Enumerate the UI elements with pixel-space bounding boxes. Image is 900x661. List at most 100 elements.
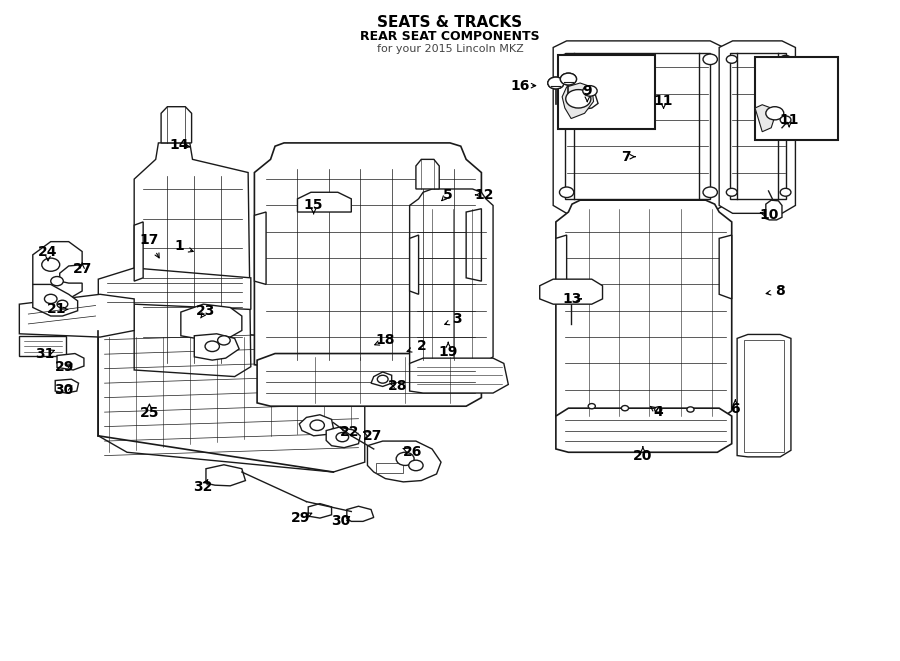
Circle shape — [548, 77, 564, 89]
Text: 22: 22 — [340, 425, 359, 439]
Polygon shape — [255, 212, 266, 284]
Bar — [19, 336, 66, 356]
Polygon shape — [562, 83, 594, 118]
Circle shape — [780, 56, 791, 63]
Text: SEATS & TRACKS: SEATS & TRACKS — [377, 15, 523, 30]
Polygon shape — [766, 200, 782, 220]
Circle shape — [566, 90, 591, 108]
Polygon shape — [556, 235, 567, 299]
Text: 18: 18 — [375, 333, 395, 348]
Circle shape — [336, 432, 348, 442]
Circle shape — [205, 341, 220, 352]
Circle shape — [409, 460, 423, 471]
Circle shape — [310, 420, 324, 430]
Polygon shape — [32, 242, 82, 299]
Text: 30: 30 — [331, 514, 350, 528]
Text: 10: 10 — [760, 208, 779, 221]
Polygon shape — [556, 408, 732, 452]
Text: 25: 25 — [140, 407, 159, 420]
Text: 12: 12 — [474, 188, 494, 202]
Text: 14: 14 — [169, 138, 189, 152]
Circle shape — [50, 276, 63, 286]
Polygon shape — [326, 427, 360, 447]
Text: 19: 19 — [438, 344, 458, 358]
Circle shape — [583, 86, 597, 96]
Circle shape — [589, 404, 596, 408]
Circle shape — [560, 54, 574, 65]
Text: 29: 29 — [292, 511, 310, 525]
Circle shape — [687, 407, 694, 412]
Text: 2: 2 — [417, 339, 427, 353]
Polygon shape — [98, 324, 364, 472]
Polygon shape — [367, 441, 441, 482]
Polygon shape — [255, 143, 482, 367]
Text: for your 2015 Lincoln MKZ: for your 2015 Lincoln MKZ — [376, 44, 524, 54]
Text: 3: 3 — [453, 312, 462, 327]
Text: 8: 8 — [775, 284, 785, 298]
Polygon shape — [134, 222, 143, 281]
Polygon shape — [257, 354, 482, 407]
Polygon shape — [410, 189, 493, 367]
Text: 1: 1 — [175, 239, 184, 253]
Text: 7: 7 — [621, 150, 631, 164]
Circle shape — [780, 188, 791, 196]
Polygon shape — [181, 304, 242, 340]
Circle shape — [218, 336, 230, 345]
Circle shape — [726, 56, 737, 63]
Circle shape — [548, 77, 564, 89]
Text: 31: 31 — [35, 347, 54, 361]
Text: 26: 26 — [402, 446, 422, 459]
Polygon shape — [346, 506, 374, 522]
Bar — [755, 58, 838, 139]
Text: 30: 30 — [55, 383, 74, 397]
Circle shape — [703, 54, 717, 65]
Polygon shape — [719, 235, 732, 299]
Circle shape — [560, 187, 574, 198]
Polygon shape — [556, 200, 732, 421]
Bar — [744, 340, 784, 451]
Circle shape — [561, 73, 577, 85]
Polygon shape — [194, 334, 239, 360]
Circle shape — [561, 73, 577, 85]
Polygon shape — [730, 53, 787, 199]
Text: 20: 20 — [634, 449, 652, 463]
Polygon shape — [206, 465, 246, 486]
Text: 32: 32 — [194, 480, 213, 494]
Polygon shape — [719, 41, 796, 214]
Text: 23: 23 — [196, 304, 216, 318]
Polygon shape — [308, 504, 331, 518]
Text: 6: 6 — [731, 403, 740, 416]
Text: 24: 24 — [39, 245, 58, 258]
Polygon shape — [298, 192, 351, 212]
Circle shape — [396, 452, 414, 465]
Text: 21: 21 — [48, 303, 67, 317]
Polygon shape — [540, 279, 602, 304]
Text: 4: 4 — [653, 405, 663, 419]
Polygon shape — [19, 294, 134, 337]
Polygon shape — [565, 53, 710, 199]
Text: 28: 28 — [388, 379, 408, 393]
Text: 27: 27 — [364, 429, 382, 443]
Text: 5: 5 — [443, 188, 452, 202]
Text: 16: 16 — [510, 79, 530, 93]
Text: 15: 15 — [304, 198, 323, 212]
Text: 27: 27 — [73, 262, 92, 276]
Polygon shape — [554, 41, 724, 214]
Circle shape — [766, 106, 784, 120]
Circle shape — [654, 407, 662, 412]
Text: 11: 11 — [653, 95, 673, 108]
Text: 11: 11 — [779, 113, 799, 127]
Polygon shape — [574, 93, 598, 109]
Text: 13: 13 — [562, 292, 581, 306]
Polygon shape — [755, 104, 775, 132]
Polygon shape — [32, 284, 77, 316]
Circle shape — [621, 406, 628, 410]
Polygon shape — [55, 379, 78, 393]
Circle shape — [377, 375, 388, 383]
Polygon shape — [737, 334, 791, 457]
Circle shape — [44, 294, 57, 303]
Circle shape — [41, 258, 59, 271]
Polygon shape — [466, 209, 482, 281]
Text: 9: 9 — [582, 84, 592, 98]
Circle shape — [703, 187, 717, 198]
